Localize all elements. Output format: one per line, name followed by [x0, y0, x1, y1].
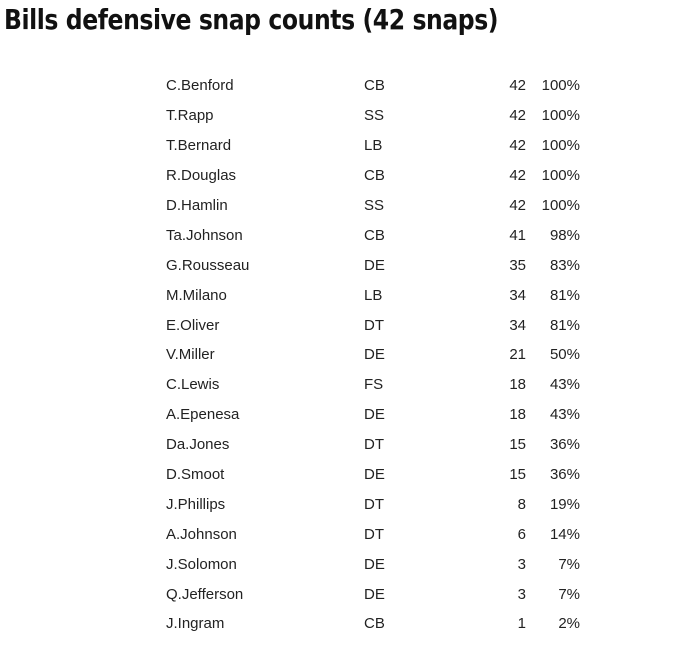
table-row: J.Solomon DE 3 7%	[155, 549, 580, 579]
table-row: T.Bernard LB 42 100%	[155, 131, 580, 161]
player-snap-percentage: 100%	[541, 107, 580, 125]
player-snap-percentage: 36%	[549, 436, 580, 454]
player-position: LB	[364, 137, 383, 155]
player-snap-percentage: 7%	[558, 585, 580, 603]
player-snap-percentage: 81%	[549, 316, 580, 334]
player-name: J.Solomon	[166, 555, 237, 573]
table-row: A.Johnson DT 6 14%	[155, 519, 580, 549]
player-snap-percentage: 81%	[549, 286, 580, 304]
player-name: A.Epenesa	[166, 406, 240, 424]
table-row: E.Oliver DT 34 81%	[155, 310, 580, 340]
player-position: LB	[364, 286, 383, 304]
table-row: D.Smoot DE 15 36%	[155, 460, 580, 490]
player-snaps: 42	[509, 197, 526, 214]
player-snap-percentage: 50%	[549, 346, 580, 364]
table-row: V.Miller DE 21 50%	[155, 340, 580, 370]
player-position: DE	[364, 555, 385, 573]
page-title: Bills defensive snap counts (42 snaps)	[4, 3, 499, 36]
player-snap-percentage: 36%	[549, 466, 580, 484]
player-position: FS	[364, 376, 384, 394]
player-position: DT	[364, 495, 384, 513]
player-name: D.Hamlin	[166, 197, 228, 214]
player-position: DT	[364, 525, 384, 543]
player-name: C.Lewis	[166, 376, 220, 394]
player-snaps: 35	[509, 256, 526, 274]
player-position: CB	[364, 615, 385, 633]
player-snaps: 42	[509, 107, 526, 125]
player-position: DE	[364, 406, 385, 424]
table-row: G.Rousseau DE 35 83%	[155, 250, 580, 280]
table-row: D.Hamlin SS 42 100%	[155, 191, 580, 221]
player-name: D.Smoot	[166, 466, 225, 484]
player-position: CB	[364, 77, 385, 95]
player-snaps: 3	[517, 555, 526, 573]
player-name: T.Rapp	[166, 107, 214, 125]
player-snaps: 21	[509, 346, 526, 364]
player-position: DT	[364, 436, 384, 454]
player-snaps: 42	[509, 167, 526, 185]
player-position: DE	[364, 256, 385, 274]
player-position: SS	[364, 107, 385, 125]
table-row: Da.Jones DT 15 36%	[155, 430, 580, 460]
player-name: Ta.Johnson	[166, 226, 243, 244]
player-snaps: 6	[517, 525, 526, 543]
table-row: A.Epenesa DE 18 43%	[155, 400, 580, 430]
player-snaps: 3	[517, 585, 526, 603]
player-name: R.Douglas	[166, 167, 237, 185]
player-snaps: 18	[509, 406, 526, 424]
player-position: CB	[364, 167, 385, 185]
player-position: DT	[364, 316, 384, 334]
player-position: CB	[364, 226, 385, 244]
table-row: M.Milano LB 34 81%	[155, 280, 580, 310]
player-snaps: 8	[517, 495, 526, 513]
player-name: J.Ingram	[166, 615, 225, 633]
player-snap-percentage: 43%	[549, 376, 580, 394]
player-name: G.Rousseau	[166, 256, 250, 274]
snap-count-rows: C.Benford CB 42 100% T.Rapp SS 42 100% T.Bernard…	[155, 71, 580, 639]
player-snaps: 1	[517, 615, 526, 633]
player-snap-percentage: 100%	[541, 137, 580, 155]
player-snaps: 42	[509, 77, 526, 95]
snap-count-table: C.Benford CB 42 100% T.Rapp SS 42 100% T.Bernard…	[155, 71, 580, 639]
player-position: DE	[364, 346, 385, 364]
table-row: Ta.Johnson CB 41 98%	[155, 220, 580, 250]
player-snaps: 18	[509, 376, 526, 394]
table-row: C.Lewis FS 18 43%	[155, 370, 580, 400]
player-name: M.Milano	[166, 286, 227, 304]
player-name: E.Oliver	[166, 316, 220, 334]
player-snaps: 15	[509, 466, 526, 484]
player-snaps: 15	[509, 436, 526, 454]
player-snaps: 34	[509, 286, 526, 304]
player-name: C.Benford	[166, 77, 234, 95]
table-row: C.Benford CB 42 100%	[155, 71, 580, 101]
player-snap-percentage: 19%	[549, 495, 580, 513]
player-snaps: 41	[509, 226, 526, 244]
table-row: R.Douglas CB 42 100%	[155, 161, 580, 191]
player-position: DE	[364, 585, 385, 603]
player-snap-percentage: 43%	[549, 406, 580, 424]
player-snap-percentage: 2%	[558, 615, 580, 633]
table-row: J.Phillips DT 8 19%	[155, 489, 580, 519]
player-name: V.Miller	[166, 346, 215, 364]
player-name: Da.Jones	[166, 436, 230, 454]
player-snap-percentage: 98%	[549, 226, 580, 244]
player-name: Q.Jefferson	[166, 585, 244, 603]
player-snap-percentage: 100%	[541, 197, 580, 214]
player-position: DE	[364, 466, 385, 484]
player-snap-percentage: 100%	[541, 77, 580, 95]
player-snaps: 34	[509, 316, 526, 334]
player-snap-percentage: 100%	[541, 167, 580, 185]
player-snap-percentage: 14%	[549, 525, 580, 543]
table-row: T.Rapp SS 42 100%	[155, 101, 580, 131]
player-snap-percentage: 83%	[549, 256, 580, 274]
player-snaps: 42	[509, 137, 526, 155]
table-row: Q.Jefferson DE 3 7%	[155, 579, 580, 609]
player-name: A.Johnson	[166, 525, 237, 543]
player-snap-percentage: 7%	[558, 555, 580, 573]
table-row: J.Ingram CB 1 2%	[155, 609, 580, 639]
player-position: SS	[364, 197, 385, 214]
player-name: J.Phillips	[166, 495, 226, 513]
player-name: T.Bernard	[166, 137, 232, 155]
